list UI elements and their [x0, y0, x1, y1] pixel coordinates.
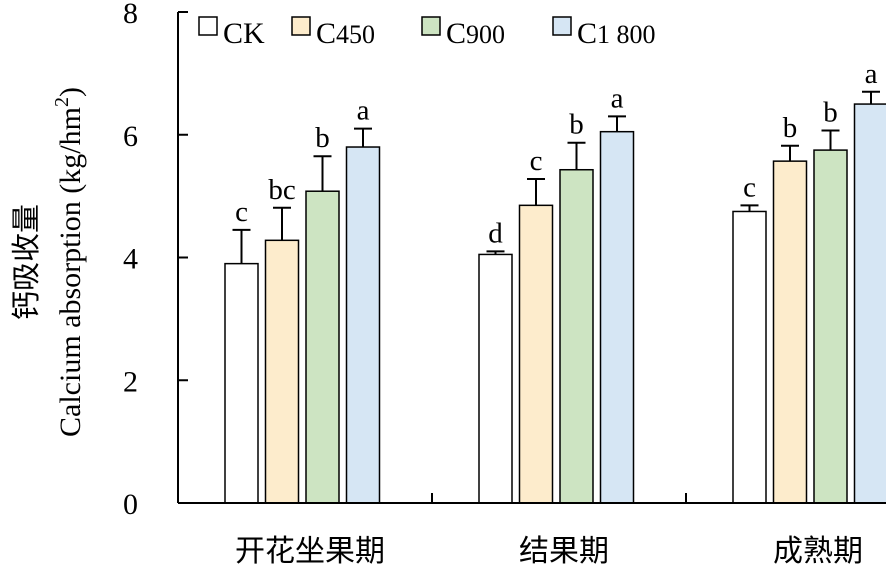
y-axis-title-chinese: 钙吸收量 [9, 204, 43, 320]
bar [478, 253, 513, 504]
legend: CK C450 C900 C1 800 [198, 16, 656, 50]
legend-swatch [421, 16, 441, 36]
x-category-label: 开花坐果期 [235, 534, 385, 569]
significance-label: a [865, 58, 878, 90]
legend-label: C450 [316, 17, 375, 50]
legend-label: C900 [446, 17, 505, 50]
significance-label: d [488, 217, 503, 249]
significance-label: b [569, 109, 584, 141]
legend-swatch [291, 16, 311, 36]
significance-label: a [357, 95, 370, 127]
y-tick-label: 0 [123, 488, 138, 521]
significance-label: c [743, 171, 756, 203]
y-tick-label: 2 [123, 365, 138, 398]
y-axis-title: 钙吸收量 Calcium absorption (kg/hm2) [9, 87, 87, 437]
significance-label: b [823, 96, 838, 128]
legend-swatch [198, 16, 218, 36]
y-axis-title-main: Calcium absorption (kg/hm [54, 107, 87, 437]
y-tick-label: 6 [123, 120, 138, 153]
significance-label: c [530, 145, 543, 177]
bar [732, 210, 767, 504]
bar [224, 262, 259, 504]
bar [599, 130, 635, 504]
significance-label: c [235, 196, 248, 228]
bar [305, 190, 340, 504]
bar [813, 149, 848, 504]
legend-label: CK [223, 17, 265, 50]
y-tick-label: 8 [123, 0, 138, 30]
bar [853, 103, 886, 504]
legend-label: C1 800 [577, 17, 656, 50]
legend-swatch [552, 16, 572, 36]
significance-label: b [315, 122, 330, 154]
y-axis-title-superscript: 2 [51, 97, 73, 107]
significance-label: bc [268, 174, 295, 206]
bar [264, 239, 300, 504]
bar [518, 204, 554, 504]
bar [345, 146, 381, 504]
y-tick-label: 4 [123, 243, 138, 276]
significance-label: a [611, 82, 624, 114]
significance-label: b [783, 112, 798, 144]
x-category-label: 结果期 [519, 534, 609, 569]
bar [559, 168, 594, 504]
bar [772, 160, 808, 504]
y-axis-title-english: Calcium absorption (kg/hm2) [51, 87, 87, 437]
y-axis-title-end: ) [54, 87, 87, 97]
x-category-label: 成熟期 [773, 534, 863, 569]
axes-layer: 0 2 4 6 8 开花坐果期 结果期 成熟期 [123, 0, 886, 569]
